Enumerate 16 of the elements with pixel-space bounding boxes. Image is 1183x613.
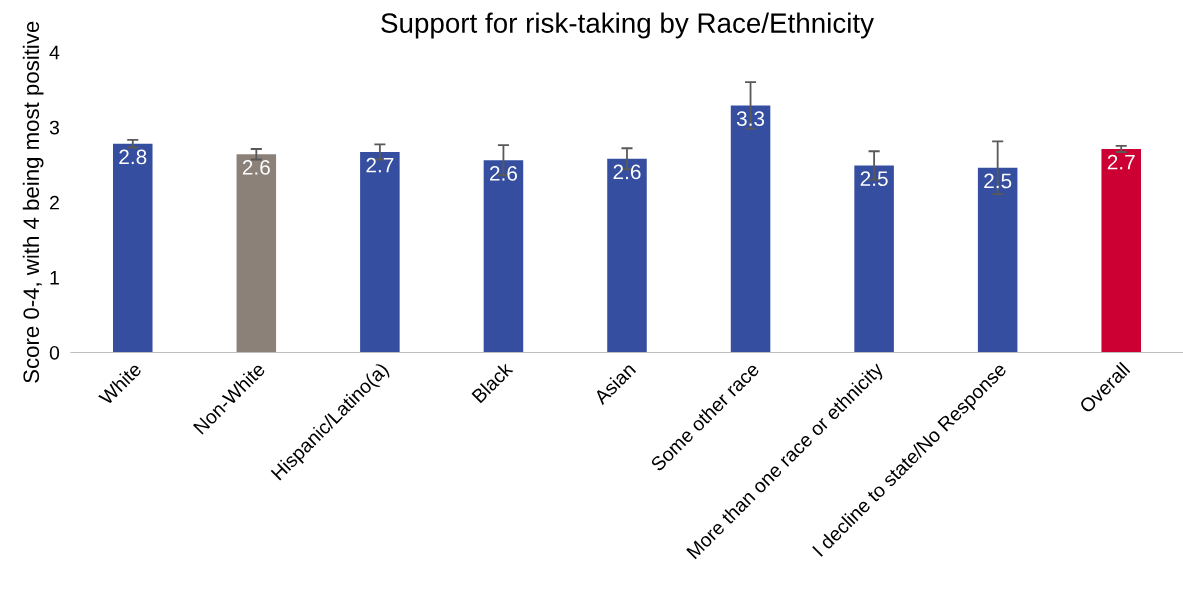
y-tick-label: 3: [49, 120, 60, 135]
y-tick-label: 4: [49, 45, 60, 60]
data-label: 2.7: [366, 157, 394, 173]
data-label: 2.6: [613, 164, 641, 180]
y-tick-label: 0: [49, 345, 60, 360]
data-label: 2.7: [1107, 154, 1135, 170]
data-label: 3.3: [736, 111, 765, 126]
data-label: 2.5: [860, 171, 888, 187]
data-label: 2.5: [984, 173, 1012, 189]
data-label: 2.6: [242, 160, 270, 175]
y-tick-label: 2: [50, 195, 59, 210]
y-axis-title: Score 0-4, with 4 being most positive: [22, 21, 44, 383]
data-label: 2.8: [119, 149, 147, 165]
y-tick-label: 1: [50, 271, 59, 285]
chart-title: Support for risk-taking by Race/Ethnicity: [381, 12, 874, 39]
data-label: 2.6: [490, 166, 517, 181]
